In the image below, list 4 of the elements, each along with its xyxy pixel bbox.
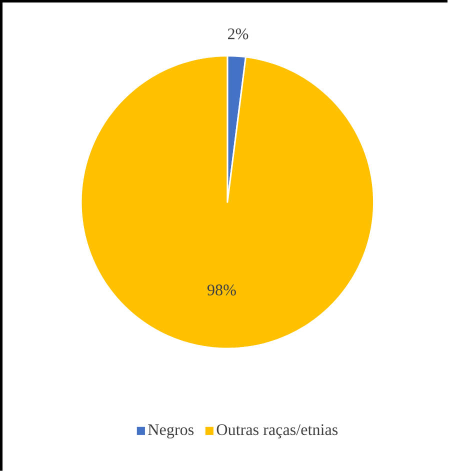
- data-label: 98%: [208, 284, 236, 296]
- legend-label: Outras raças/etnias: [216, 424, 338, 438]
- legend-label: Negros: [148, 424, 194, 438]
- data-label: 2%: [228, 28, 248, 40]
